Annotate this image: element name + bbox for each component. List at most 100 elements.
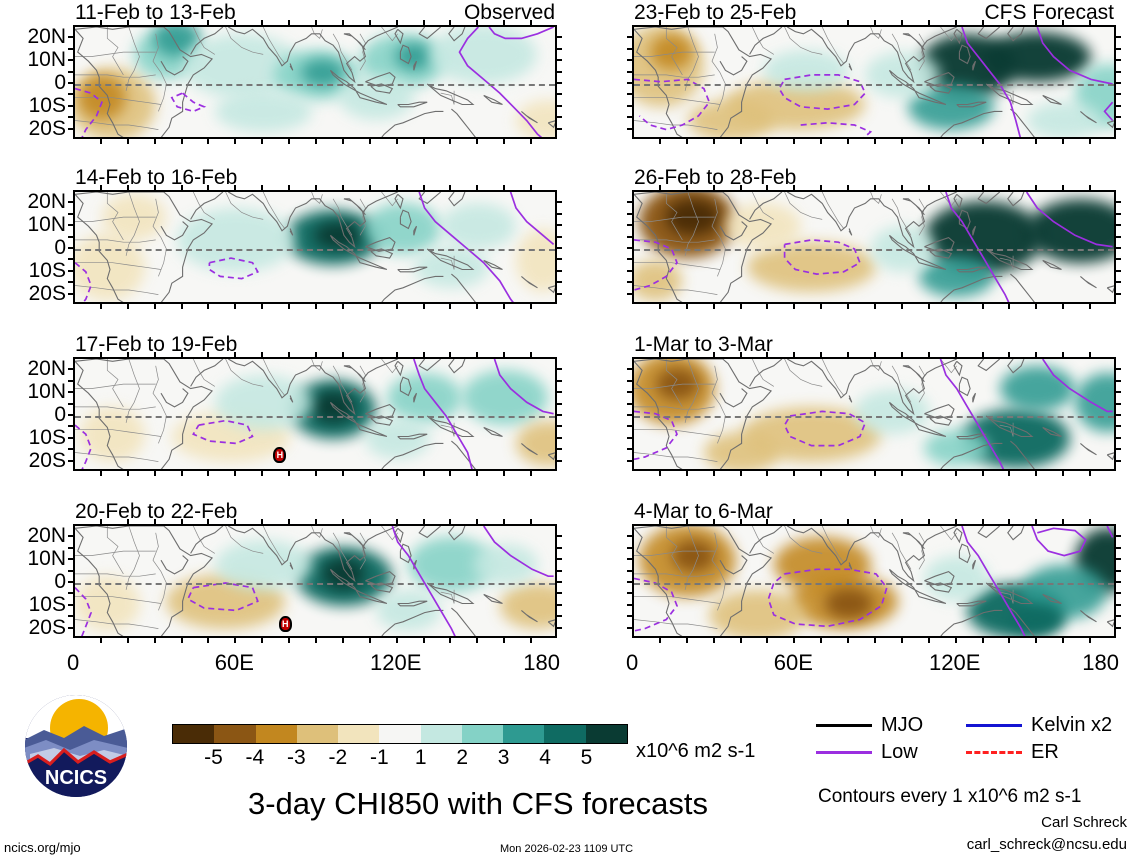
x-tick <box>820 469 823 476</box>
y-tick-label: 20S <box>28 448 66 472</box>
x-tick <box>981 185 984 192</box>
x-tick <box>712 469 715 476</box>
x-tick <box>234 185 237 192</box>
x-tick <box>820 185 823 192</box>
ncics-logo-text: NCICS <box>45 767 107 789</box>
y-tick <box>627 247 634 249</box>
x-tick <box>180 20 183 27</box>
x-tick <box>153 469 156 476</box>
y-tick <box>555 224 562 227</box>
y-tick <box>627 535 634 538</box>
y-tick-label: 0 <box>54 236 66 259</box>
panel-title: 23-Feb to 25-Feb <box>634 1 797 24</box>
x-tick <box>395 185 398 192</box>
x-tick <box>793 636 796 643</box>
y-tick <box>1114 391 1121 394</box>
x-tick <box>820 352 823 359</box>
x-tick <box>900 137 903 144</box>
x-tick <box>530 20 533 27</box>
x-tick <box>793 302 796 309</box>
y-tick <box>1114 558 1121 561</box>
panel-column-header: Observed <box>463 1 555 24</box>
y-tick <box>68 82 75 84</box>
x-tick <box>180 302 183 309</box>
shaded-anomaly-region <box>214 90 312 132</box>
y-tick <box>627 402 634 405</box>
colorbar-swatch-8 <box>503 725 545 743</box>
x-tick <box>368 185 371 192</box>
ncics-logo: NCICS <box>24 694 128 798</box>
x-tick <box>766 185 769 192</box>
equator-line <box>634 84 1114 86</box>
x-tick <box>685 636 688 643</box>
y-tick <box>68 626 75 629</box>
y-tick-label: 10N <box>27 48 66 72</box>
x-tick <box>658 137 661 144</box>
x-tick <box>422 137 425 144</box>
map-panel-2: 23-Feb to 25-Feb CFS Forecast <box>627 1 1121 144</box>
x-tick <box>126 302 129 309</box>
x-tick <box>1008 469 1011 476</box>
tc-h-marker: H <box>273 446 287 463</box>
x-tick <box>234 636 237 643</box>
x-tick <box>927 20 930 27</box>
y-tick <box>555 82 562 84</box>
y-axis-labels: 20N 10N 0 10S 20S <box>0 357 66 471</box>
x-tick <box>900 352 903 359</box>
y-tick-label: 20N <box>27 190 66 214</box>
legend-item-kelvin-x2: Kelvin x2 <box>966 714 1116 737</box>
x-tick <box>126 137 129 144</box>
x-tick <box>1062 185 1065 192</box>
shaded-anomaly-region <box>101 194 167 240</box>
y-tick <box>627 368 634 371</box>
x-tick <box>712 636 715 643</box>
panel-title: 17-Feb to 19-Feb <box>75 333 238 356</box>
x-tick <box>207 519 210 526</box>
x-axis-labels: 0 60E 120E 180 <box>67 650 560 678</box>
colorbar-tick-label: 3 <box>497 746 510 769</box>
x-tick <box>1089 137 1092 144</box>
y-tick <box>1114 258 1121 261</box>
x-tick <box>900 20 903 27</box>
panel-column-header: CFS Forecast <box>984 1 1114 24</box>
x-tick <box>341 352 344 359</box>
y-tick <box>555 281 562 284</box>
legend-label: Low <box>881 741 918 763</box>
y-tick <box>627 235 634 238</box>
y-tick <box>68 36 75 39</box>
x-tick <box>395 469 398 476</box>
contour-legend: MJO Kelvin x2 Low ER <box>816 712 1116 766</box>
x-tick <box>207 20 210 27</box>
equator-line <box>634 249 1114 251</box>
x-tick <box>315 636 317 643</box>
x-tick <box>288 20 291 27</box>
y-tick <box>1114 448 1121 451</box>
x-tick <box>1062 469 1065 476</box>
y-tick-label: 0 <box>54 570 66 593</box>
x-tick <box>927 636 930 643</box>
x-tick <box>341 20 344 27</box>
x-tick <box>234 302 237 309</box>
x-tick <box>395 137 398 144</box>
x-tick <box>658 519 661 526</box>
x-tick <box>847 185 850 192</box>
shaded-anomaly-region <box>924 429 989 467</box>
site-url-label[interactable]: ncics.org/mjo <box>4 840 81 855</box>
map-panel-1: 11-Feb to 13-Feb Observed <box>68 1 562 144</box>
x-tick <box>847 137 850 144</box>
shaded-anomaly-region <box>214 375 312 430</box>
x-tick <box>126 352 129 359</box>
y-tick <box>68 448 75 451</box>
x-tick <box>1089 185 1092 192</box>
y-tick <box>68 603 75 606</box>
x-tick <box>658 185 661 192</box>
panel-title: 11-Feb to 13-Feb <box>75 1 236 24</box>
author-email-label[interactable]: carl_schreck@ncsu.edu <box>966 836 1127 853</box>
x-tick <box>315 352 317 359</box>
x-tick <box>739 137 742 144</box>
y-tick <box>68 425 75 428</box>
shaded-anomaly-region <box>516 420 555 467</box>
map-area: H <box>73 357 557 471</box>
x-axis-labels: 0 60E 120E 180 <box>626 650 1119 678</box>
x-tick <box>927 519 930 526</box>
